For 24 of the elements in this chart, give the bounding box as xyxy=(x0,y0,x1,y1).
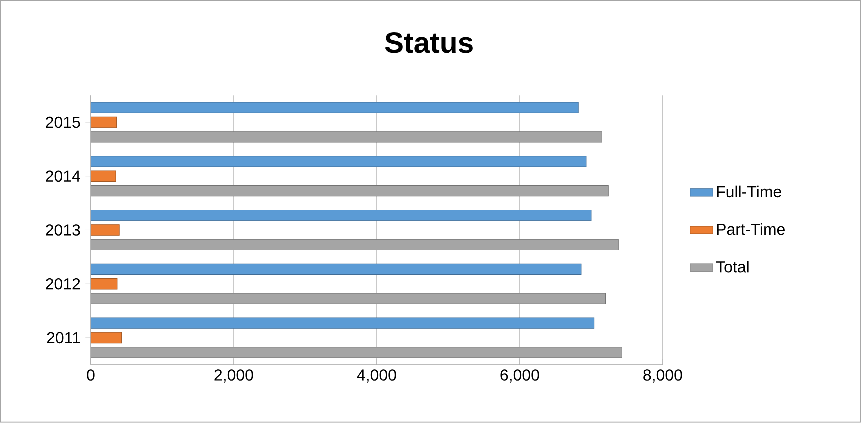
y-tick-label: 2012 xyxy=(46,278,80,290)
x-tick-label: 2,000 xyxy=(214,370,254,383)
bar xyxy=(90,116,117,128)
y-tick-label: 2011 xyxy=(47,332,80,344)
legend-label: Part-Time xyxy=(717,224,785,236)
x-tick-label: 6,000 xyxy=(500,370,540,383)
y-tick-label: 2015 xyxy=(46,116,80,128)
bar xyxy=(90,170,116,182)
bar xyxy=(90,210,592,222)
x-tick-label: 8,000 xyxy=(644,370,682,383)
bar xyxy=(90,102,579,114)
bar xyxy=(90,278,118,290)
bar xyxy=(90,318,595,329)
bar xyxy=(90,156,587,168)
y-tick-label: 2014 xyxy=(46,170,80,182)
x-tick-label: 4,000 xyxy=(357,370,396,383)
y-tick-label: 2013 xyxy=(46,224,80,236)
bar xyxy=(90,264,582,276)
chart-title: Status xyxy=(385,32,473,54)
legend-label: Total xyxy=(716,261,749,273)
bar xyxy=(90,224,120,236)
legend-label: Full-Time xyxy=(717,186,782,198)
bar xyxy=(90,332,122,344)
x-tick-label: 0 xyxy=(87,370,95,381)
